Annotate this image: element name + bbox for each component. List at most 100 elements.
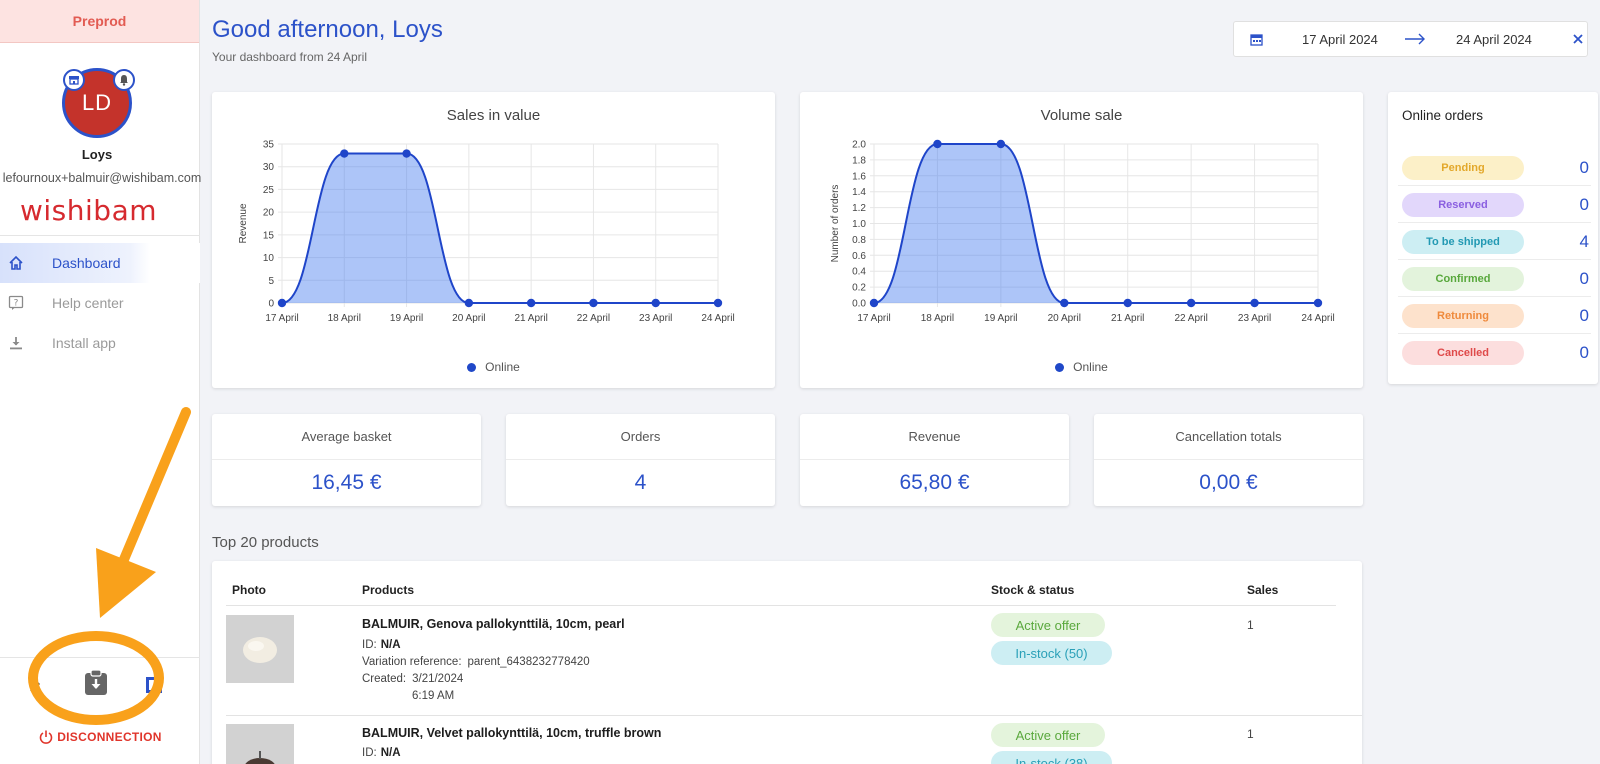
order-status-badge[interactable]: Reserved bbox=[1402, 192, 1524, 217]
user-email: lefournoux+balmuir@wishibam.com bbox=[2, 171, 202, 185]
app-icon[interactable] bbox=[144, 673, 164, 695]
top-products-table: Photo Products Stock & status Sales BALM… bbox=[212, 561, 1362, 764]
product-id-label: ID: bbox=[362, 639, 377, 651]
order-status-row-returning[interactable]: Returning 0 bbox=[1398, 298, 1591, 334]
help-icon: ? bbox=[6, 293, 26, 313]
order-status-row-to-be-shipped[interactable]: To be shipped 4 bbox=[1398, 224, 1591, 260]
data-point[interactable] bbox=[402, 149, 411, 158]
y-tick-label: 15 bbox=[263, 230, 275, 241]
data-point[interactable] bbox=[1186, 298, 1196, 308]
bell-icon[interactable] bbox=[113, 69, 135, 91]
date-to[interactable]: 24 April 2024 bbox=[1456, 31, 1532, 47]
stock-badge: In-stock (50) bbox=[991, 641, 1112, 665]
order-status-badge[interactable]: Pending bbox=[1402, 155, 1524, 180]
data-point[interactable] bbox=[1313, 298, 1323, 308]
environment-banner: Preprod bbox=[0, 0, 199, 43]
order-status-row-cancelled[interactable]: Cancelled 0 bbox=[1398, 335, 1591, 371]
data-point[interactable] bbox=[869, 298, 879, 308]
page-subtitle: Your dashboard from 24 April bbox=[212, 50, 367, 64]
disconnect-button[interactable]: DISCONNECTION bbox=[0, 729, 200, 745]
data-point[interactable] bbox=[1250, 298, 1259, 308]
kpi-value: 0,00 € bbox=[1199, 471, 1258, 494]
svg-text:?: ? bbox=[14, 299, 19, 309]
avatar[interactable]: LD bbox=[62, 68, 135, 138]
created-label: Created: bbox=[362, 673, 407, 685]
table-row-divider bbox=[226, 715, 1362, 716]
data-point[interactable] bbox=[340, 149, 349, 158]
order-status-badge[interactable]: Confirmed bbox=[1402, 266, 1524, 291]
y-tick-label: 5 bbox=[268, 276, 274, 287]
chart-legend: Online bbox=[800, 360, 1363, 374]
y-tick-label: 1.4 bbox=[852, 187, 866, 198]
product-photo[interactable] bbox=[226, 615, 294, 683]
sidebar-bottom-divider bbox=[0, 657, 200, 658]
y-tick-label: 0.2 bbox=[852, 283, 866, 294]
product-photo[interactable] bbox=[226, 724, 294, 764]
variation-value: parent_6438232778420 bbox=[467, 656, 590, 668]
order-status-row-reserved[interactable]: Reserved 0 bbox=[1398, 187, 1591, 223]
x-tick-label: 24 April bbox=[1301, 313, 1334, 324]
product-name[interactable]: BALMUIR, Velvet pallokynttilä, 10cm, tru… bbox=[362, 726, 662, 740]
data-point[interactable] bbox=[1123, 298, 1132, 308]
chart-title: Sales in value bbox=[446, 107, 541, 124]
product-name[interactable]: BALMUIR, Genova pallokynttilä, 10cm, pea… bbox=[362, 617, 625, 631]
data-point[interactable] bbox=[713, 298, 723, 308]
series-line bbox=[281, 152, 718, 304]
order-status-count: 0 bbox=[1579, 268, 1589, 288]
clipboard-download-icon[interactable] bbox=[83, 669, 109, 697]
data-point[interactable] bbox=[996, 139, 1006, 149]
series-line bbox=[873, 143, 1318, 304]
chart-legend: Online bbox=[212, 360, 775, 374]
close-icon[interactable] bbox=[1572, 33, 1584, 45]
product-created: Created: 3/21/2024 bbox=[362, 673, 463, 685]
calendar-icon[interactable] bbox=[1250, 33, 1274, 46]
x-tick-label: 17 April bbox=[857, 313, 890, 324]
x-tick-label: 23 April bbox=[1238, 313, 1271, 324]
y-axis-label: Revenue bbox=[238, 203, 249, 243]
order-status-row-confirmed[interactable]: Confirmed 0 bbox=[1398, 261, 1591, 297]
y-tick-label: 0.6 bbox=[852, 251, 866, 262]
data-point[interactable] bbox=[526, 298, 536, 308]
volume-sale-chart-card: Volume sale 0.0 0.2 0.4 0.6 0.8 1.0 1.2 1.4 1.6 1… bbox=[800, 92, 1363, 388]
created-date: 3/21/2024 bbox=[412, 673, 464, 685]
sidebar-item-install-app[interactable]: Install app bbox=[0, 323, 200, 363]
y-tick-label: 1.6 bbox=[852, 171, 866, 182]
kpi-revenue: Revenue 65,80 € bbox=[800, 414, 1069, 506]
edit-icon[interactable] bbox=[28, 679, 42, 693]
x-tick-label: 17 April bbox=[265, 313, 298, 324]
product-id-label: ID: bbox=[362, 747, 377, 759]
x-tick-label: 20 April bbox=[1048, 313, 1081, 324]
data-point[interactable] bbox=[651, 298, 660, 308]
store-icon[interactable] bbox=[63, 69, 85, 91]
product-variation: Variation reference: parent_6438232778420 bbox=[362, 656, 590, 668]
x-tick-label: 22 April bbox=[1174, 313, 1207, 324]
sidebar-item-dashboard[interactable]: Dashboard bbox=[0, 243, 200, 283]
x-tick-label: 22 April bbox=[577, 313, 610, 324]
page-title: Good afternoon, Loys bbox=[212, 16, 443, 43]
order-status-badge[interactable]: Returning bbox=[1402, 303, 1524, 328]
order-status-row-pending[interactable]: Pending 0 bbox=[1398, 150, 1591, 186]
data-point[interactable] bbox=[589, 298, 598, 308]
date-range-picker[interactable]: 17 April 2024 24 April 2024 bbox=[1233, 21, 1588, 57]
sales-value-chart: 0 5 10 15 20 25 30 35 17 April 18 April 19 April 20… bbox=[238, 140, 735, 325]
legend-label: Online bbox=[1073, 360, 1108, 374]
data-point[interactable] bbox=[277, 298, 287, 308]
sidebar-item-help-center[interactable]: ? Help center bbox=[0, 283, 200, 323]
order-status-badge[interactable]: Cancelled bbox=[1402, 341, 1524, 365]
order-status-badge[interactable]: To be shipped bbox=[1402, 229, 1524, 254]
x-tick-label: 24 April bbox=[701, 313, 734, 324]
home-icon bbox=[6, 253, 26, 273]
order-status-count: 0 bbox=[1579, 157, 1589, 177]
kpi-orders: Orders 4 bbox=[506, 414, 775, 506]
date-from[interactable]: 17 April 2024 bbox=[1302, 31, 1378, 47]
x-tick-label: 21 April bbox=[1111, 313, 1144, 324]
table-header-divider bbox=[226, 605, 1336, 606]
data-point[interactable] bbox=[933, 139, 942, 149]
product-created-time: 6:19 AM bbox=[412, 690, 455, 702]
y-tick-label: 35 bbox=[263, 140, 275, 151]
data-point[interactable] bbox=[464, 298, 474, 308]
x-tick-label: 20 April bbox=[452, 313, 485, 324]
kpi-value: 16,45 € bbox=[311, 471, 382, 494]
sidebar-nav: Dashboard ? Help center Install app bbox=[0, 243, 200, 363]
data-point[interactable] bbox=[1060, 298, 1069, 308]
